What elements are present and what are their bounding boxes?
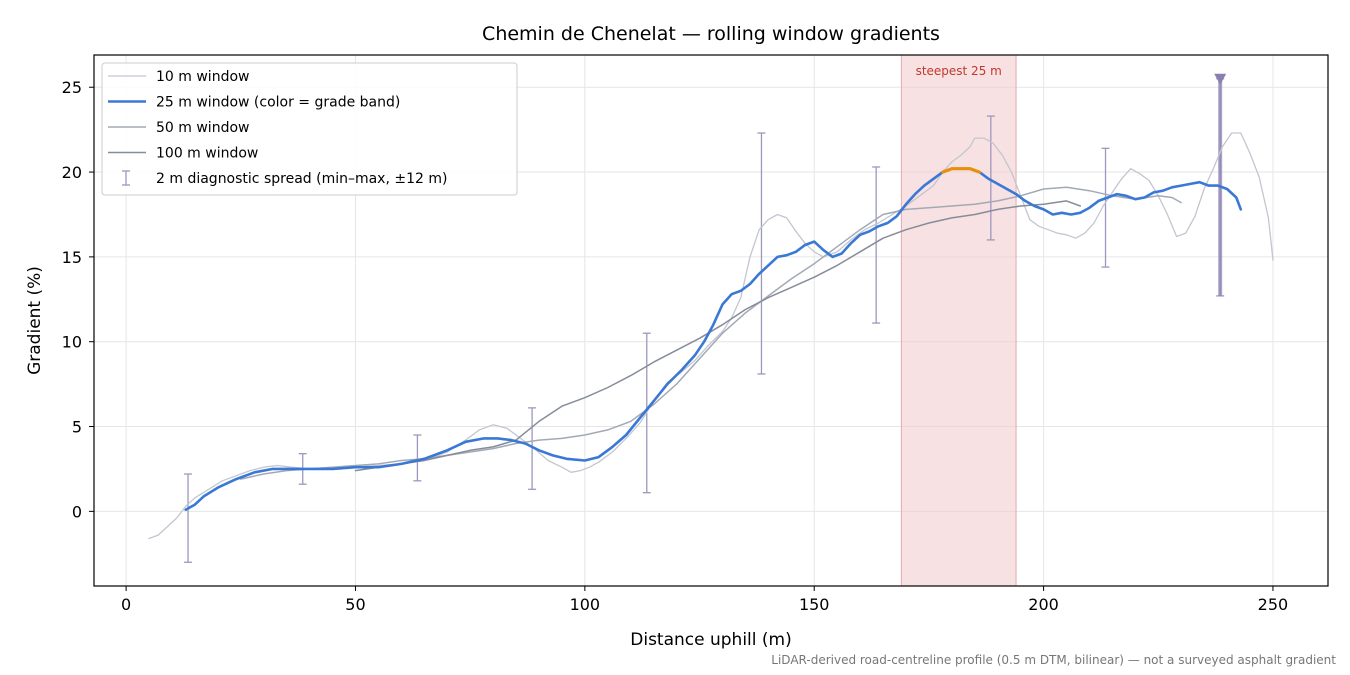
- errorbar: [986, 115, 995, 241]
- legend: 10 m window 25 m window (color = grade ba…: [101, 62, 518, 196]
- y-tick-label: 0: [72, 502, 82, 521]
- series-lines: [148, 132, 1274, 540]
- marker-layer: [1214, 73, 1227, 85]
- y-tick-label: 25: [62, 78, 82, 97]
- legend-item: 50 m window: [108, 120, 249, 136]
- legend-label: 50 m window: [156, 120, 249, 136]
- y-axis-title: Gradient (%): [25, 266, 45, 375]
- y-axis: 0 5 10 15 20 25: [62, 78, 94, 521]
- legend-label: 2 m diagnostic spread (min–max, ±12 m): [156, 171, 447, 187]
- steepest-highlight: steepest 25 m: [900, 54, 1017, 587]
- series-line-0: [148, 132, 1274, 540]
- errorbar: [184, 473, 193, 563]
- y-tick-label: 15: [62, 248, 82, 267]
- x-tick-label: 150: [799, 595, 830, 614]
- legend-label: 10 m window: [156, 69, 249, 85]
- footnote: LiDAR-derived road-centreline profile (0…: [771, 653, 1336, 667]
- triangle-down-marker: [1214, 73, 1227, 85]
- series-line-2: [240, 186, 1182, 480]
- x-tick-label: 250: [1258, 595, 1289, 614]
- x-tick-label: 200: [1028, 595, 1059, 614]
- legend-item: 10 m window: [108, 69, 249, 85]
- legend-label: 100 m window: [156, 146, 258, 162]
- legend-item: 2 m diagnostic spread (min–max, ±12 m): [122, 170, 447, 187]
- errorbar: [757, 132, 766, 375]
- legend-item: 25 m window (color = grade band): [108, 95, 400, 111]
- series-line-3: [354, 200, 1082, 472]
- y-tick-label: 20: [62, 163, 82, 182]
- legend-item: 100 m window: [108, 146, 258, 162]
- series-highlight-segment: [941, 167, 981, 174]
- series-line-1: [184, 167, 1243, 511]
- y-tick-label: 10: [62, 333, 82, 352]
- errorbar: [872, 166, 881, 324]
- x-axis-title: Distance uphill (m): [630, 630, 791, 650]
- legend-label: 25 m window (color = grade band): [156, 95, 400, 111]
- chart-title: Chemin de Chenelat — rolling window grad…: [482, 23, 940, 45]
- x-tick-label: 0: [121, 595, 131, 614]
- legend-box: [101, 62, 518, 196]
- highlight-label: steepest 25 m: [916, 64, 1002, 78]
- plot-frame: [93, 54, 1329, 587]
- errorbar: [1101, 147, 1110, 268]
- x-axis: 0 50 100 150 200 250: [121, 586, 1288, 614]
- x-tick-label: 50: [345, 595, 365, 614]
- x-tick-label: 100: [570, 595, 601, 614]
- y-tick-label: 5: [72, 418, 82, 437]
- highlight-band: [900, 54, 1017, 587]
- errorbar: [528, 407, 537, 490]
- errorbar: [413, 434, 422, 482]
